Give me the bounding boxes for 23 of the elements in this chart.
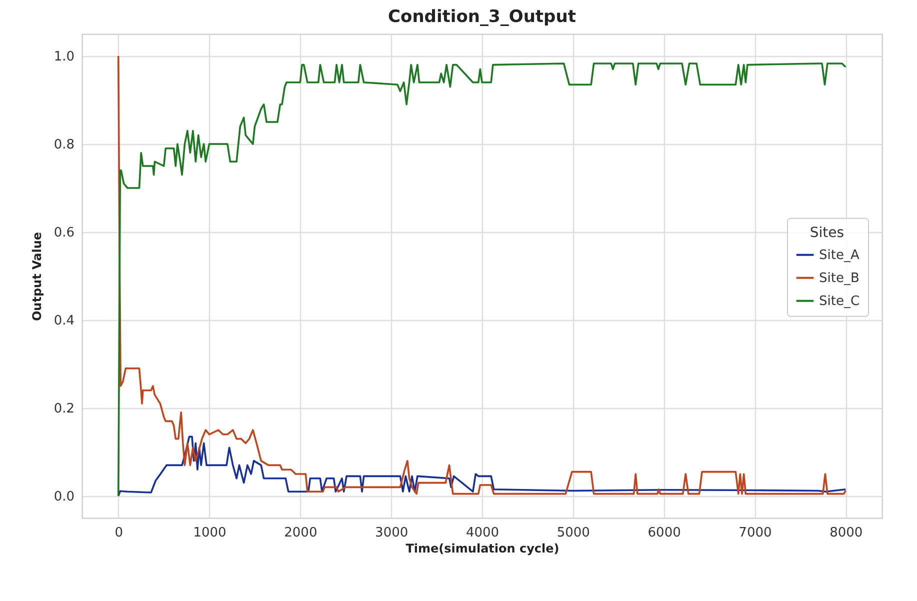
x-tick-label: 3000	[375, 526, 408, 540]
x-axis-title: Time(simulation cycle)	[406, 542, 560, 556]
x-tick-label: 1000	[193, 526, 226, 540]
y-tick-label: 0.6	[54, 226, 74, 240]
y-tick-label: 1.0	[54, 50, 74, 64]
y-tick-label: 0.4	[54, 314, 74, 328]
x-tick-label: 7000	[738, 526, 772, 540]
line-series	[117, 436, 847, 497]
legend-label: Site_B	[819, 270, 860, 286]
y-tick-label: 0.0	[54, 490, 74, 504]
x-tick-label: 4000	[466, 526, 500, 540]
legend-label: Site_C	[819, 294, 860, 309]
y-axis-title: Output Value	[30, 232, 44, 322]
x-tick-label: 8000	[830, 526, 863, 540]
x-tick-label: 6000	[648, 526, 681, 540]
x-tick-label: 5000	[556, 526, 590, 540]
x-tick-label: 0	[114, 526, 124, 540]
y-tick-label: 0.2	[54, 402, 74, 416]
y-tick-label: 0.8	[54, 138, 74, 152]
chart-title: Condition_3_Output	[388, 7, 576, 27]
legend-title: Sites	[810, 224, 844, 241]
legend-label: Site_A	[819, 248, 860, 263]
x-tick-label: 2000	[284, 526, 318, 540]
